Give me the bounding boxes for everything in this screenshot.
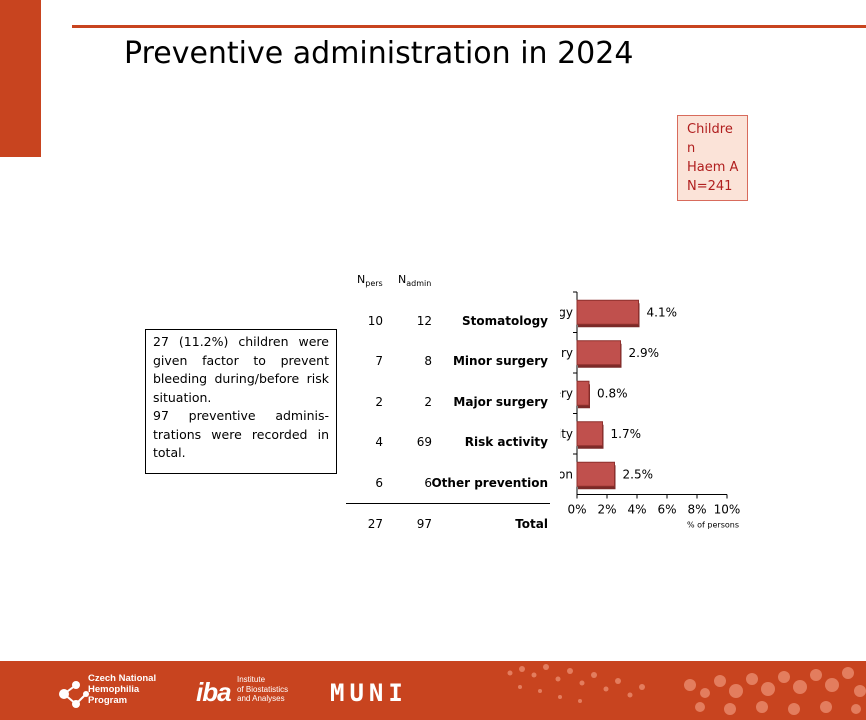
data-label: 0.8%	[597, 386, 628, 400]
npers-cell: 2	[375, 395, 383, 409]
summary-note: 27 (11.2%) children were given factor to…	[145, 329, 337, 474]
data-label: 1.7%	[611, 427, 642, 441]
x-tick-label: 4%	[627, 503, 646, 517]
note-paragraph: 27 (11.2%) children were given factor to…	[153, 334, 329, 405]
y-tick-label: ity	[560, 427, 573, 441]
iba-logo: iba	[196, 677, 232, 707]
data-label: 2.5%	[623, 467, 654, 481]
category-label: Stomatology	[462, 314, 548, 328]
data-label: 4.1%	[647, 305, 678, 319]
npers-header-label: N	[357, 273, 366, 286]
title-rule	[72, 25, 866, 28]
logo-line: Institute	[237, 675, 266, 684]
badge-line: N=241	[687, 179, 733, 194]
y-tick-label: ery	[560, 386, 573, 400]
nadmin-cell: 12	[416, 314, 432, 328]
x-tick-label: 2%	[597, 503, 616, 517]
nadmin-cell: 69	[416, 435, 432, 449]
muni-logo: MUNI	[330, 679, 408, 707]
data-label: 2.9%	[629, 346, 660, 360]
bar	[576, 421, 603, 447]
decorative-dots-icon	[507, 664, 866, 715]
nadmin-header-sub: admin	[406, 279, 432, 289]
nadmin-cell: 2	[424, 395, 432, 409]
badge-line: Childre	[687, 122, 733, 137]
note-paragraph: 97 preventive adminis-trations were reco…	[153, 408, 329, 460]
npers-total: 27	[367, 517, 383, 531]
x-axis-label: % of persons	[687, 521, 739, 530]
nadmin-total: 97	[416, 517, 432, 531]
logo-line: of Biostatistics	[237, 684, 289, 694]
npers-cell: 7	[375, 354, 383, 368]
y-tick-label: on	[560, 467, 573, 481]
logo-line: Hemophilia	[88, 684, 140, 695]
hemophilia-program-logo-icon	[59, 681, 89, 708]
page-title: Preventive administration in 2024	[124, 36, 634, 71]
y-tick-label: ry	[561, 346, 573, 360]
bar	[576, 380, 590, 406]
npers-cell: 10	[367, 314, 383, 328]
logo-line: Czech National	[88, 673, 157, 684]
total-divider	[346, 503, 550, 504]
npers-header: Npers	[357, 273, 383, 288]
badge-line: n	[687, 141, 696, 156]
bar	[576, 340, 621, 366]
x-tick-label: 8%	[687, 503, 706, 517]
x-tick-label: 6%	[657, 503, 676, 517]
category-label: Risk activity	[464, 435, 548, 449]
total-label: Total	[515, 517, 548, 531]
bar	[576, 461, 615, 487]
hemophilia-program-logo-text: Czech National Hemophilia Program	[88, 673, 156, 706]
npers-header-sub: pers	[365, 279, 383, 289]
nadmin-header-label: N	[398, 273, 407, 286]
npers-cell: 6	[375, 476, 383, 490]
nadmin-cell: 6	[424, 476, 432, 490]
category-label: Minor surgery	[452, 354, 548, 368]
x-tick-label: 10%	[714, 503, 741, 517]
badge-line: Haem A	[687, 160, 739, 175]
cohort-badge: Childre n Haem A N=241	[677, 115, 748, 201]
category-label: Other prevention	[431, 476, 548, 490]
logo-line: and Analyses	[237, 694, 285, 703]
left-accent-bar	[0, 0, 41, 157]
iba-logo-text: Institute of Biostatistics and Analyses	[237, 675, 288, 704]
bar-chart: gy 4.1% ry 2.9% ery 0.8% ity 1.7% on 2.5% 0% 2% 4% 6%…	[560, 291, 741, 530]
logo-line: Program	[88, 695, 128, 706]
bar	[576, 299, 639, 325]
y-tick-label: gy	[560, 305, 573, 319]
footer: Czech National Hemophilia Program iba In…	[0, 661, 866, 720]
npers-cell: 4	[375, 435, 383, 449]
category-label: Major surgery	[453, 395, 548, 409]
nadmin-header: Nadmin	[398, 273, 431, 288]
x-tick-label: 0%	[567, 503, 586, 517]
nadmin-cell: 8	[424, 354, 432, 368]
